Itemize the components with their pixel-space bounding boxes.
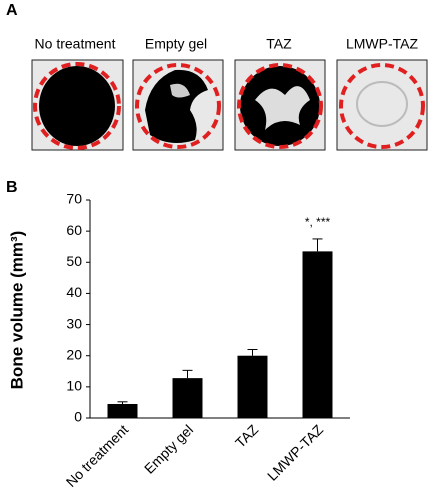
image-label: No treatment bbox=[35, 36, 116, 52]
image-label: Empty gel bbox=[145, 36, 207, 52]
y-tick-label: 40 bbox=[66, 284, 82, 300]
error-bar bbox=[247, 348, 258, 356]
error-bar bbox=[117, 401, 128, 404]
bar bbox=[172, 378, 203, 418]
y-tick-label: 50 bbox=[66, 253, 82, 269]
panel-label: A bbox=[6, 2, 18, 19]
x-tick-label: TAZ bbox=[232, 421, 262, 451]
y-tick-label: 60 bbox=[66, 222, 82, 238]
image-no-treatment bbox=[31, 59, 124, 151]
y-tick-label: 70 bbox=[66, 191, 82, 207]
y-tick-label: 20 bbox=[66, 346, 82, 362]
image-empty-gel bbox=[132, 59, 224, 151]
x-tick-label: LMWP-TAZ bbox=[264, 421, 327, 484]
image-label: LMWP-TAZ bbox=[346, 36, 419, 52]
bar bbox=[107, 403, 138, 418]
y-axis-label: Bone volume (mm³) bbox=[7, 231, 26, 390]
image-taz bbox=[234, 59, 326, 151]
error-bar bbox=[312, 238, 323, 252]
y-tick-label: 30 bbox=[66, 315, 82, 331]
bar bbox=[302, 251, 333, 418]
annotation: *, *** bbox=[305, 215, 331, 229]
image-lmwp-taz bbox=[336, 59, 428, 151]
error-bar bbox=[182, 369, 193, 379]
bar bbox=[237, 355, 268, 418]
x-tick-label: Empty gel bbox=[141, 421, 196, 476]
panel-label: B bbox=[6, 179, 18, 196]
x-tick-label: No treatment bbox=[63, 421, 132, 490]
y-tick-label: 10 bbox=[66, 378, 82, 394]
image-label: TAZ bbox=[266, 36, 292, 52]
y-tick-label: 0 bbox=[74, 409, 82, 425]
